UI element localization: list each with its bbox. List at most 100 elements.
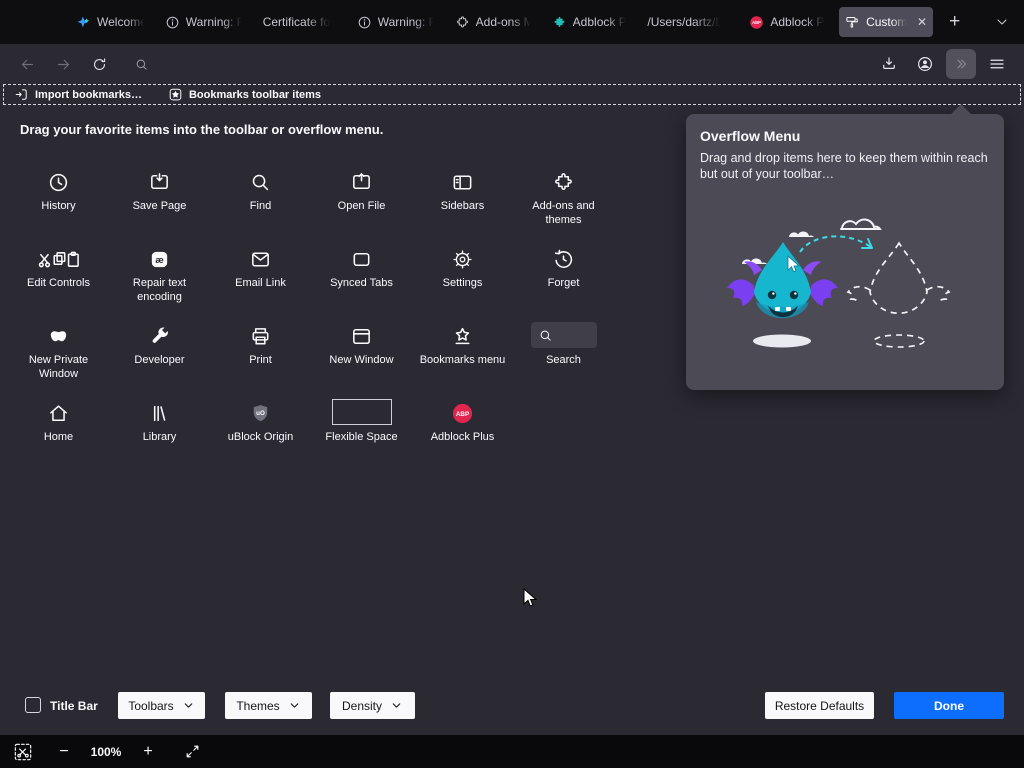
customize-palette: History Save Page Find Open File Sidebar… bbox=[8, 162, 614, 470]
palette-item-new-private-window[interactable]: New Private Window bbox=[8, 316, 109, 393]
palette-item-edit-controls[interactable]: Edit Controls bbox=[8, 239, 109, 316]
back-button[interactable] bbox=[12, 49, 42, 79]
overflow-menu-button[interactable] bbox=[946, 49, 976, 79]
chevron-down-icon bbox=[390, 699, 403, 712]
bookmark-star-box-icon bbox=[168, 87, 183, 102]
ublock-shield-icon bbox=[249, 393, 272, 425]
tab-label: Add-ons M bbox=[475, 15, 534, 29]
palette-item-find[interactable]: Find bbox=[210, 162, 311, 239]
adblock-plus-icon bbox=[451, 393, 474, 425]
tab-welcome[interactable]: Welcome bbox=[70, 7, 153, 37]
tab-label: Warning: P bbox=[377, 15, 437, 29]
import-icon bbox=[14, 87, 29, 102]
palette-item-synced-tabs[interactable]: Synced Tabs bbox=[311, 239, 412, 316]
palette-item-home[interactable]: Home bbox=[8, 393, 109, 470]
tab-adblock-2[interactable]: Adblock Pl bbox=[743, 7, 833, 37]
done-button[interactable]: Done bbox=[894, 692, 1004, 719]
chevron-down-icon bbox=[182, 699, 195, 712]
puzzle-teal-icon bbox=[552, 15, 567, 30]
new-window-icon bbox=[350, 316, 373, 348]
toolbars-dropdown[interactable]: Toolbars bbox=[118, 692, 205, 719]
paint-roller-icon bbox=[845, 15, 860, 30]
palette-item-save-page[interactable]: Save Page bbox=[109, 162, 210, 239]
palette-item-flexible-space[interactable]: Flexible Space bbox=[311, 393, 412, 470]
tab-addons[interactable]: Add-ons M bbox=[449, 7, 540, 37]
tab-warning-1[interactable]: Warning: P bbox=[159, 7, 251, 37]
urlbar-search-icon[interactable] bbox=[126, 49, 156, 79]
palette-item-settings[interactable]: Settings bbox=[412, 239, 513, 316]
overflow-illustration bbox=[727, 218, 951, 348]
tab-adblock-1[interactable]: Adblock Pl bbox=[546, 7, 636, 37]
downloads-button[interactable] bbox=[874, 49, 904, 79]
history-icon bbox=[47, 162, 70, 194]
info-icon bbox=[165, 15, 180, 30]
overflow-menu-panel[interactable]: Overflow Menu Drag and drop items here t… bbox=[686, 114, 1004, 390]
tab-certificate[interactable]: Certificate for bbox=[257, 7, 345, 37]
tab-users-dartz[interactable]: /Users/dartz/D bbox=[641, 7, 737, 37]
screenshot-clip-icon[interactable] bbox=[12, 742, 34, 762]
palette-item-sidebars[interactable]: Sidebars bbox=[412, 162, 513, 239]
app-menu-button[interactable] bbox=[982, 49, 1012, 79]
zoom-out-button[interactable]: − bbox=[59, 742, 69, 760]
tab-label: Welcome bbox=[97, 15, 147, 29]
palette-item-history[interactable]: History bbox=[8, 162, 109, 239]
reload-button[interactable] bbox=[84, 49, 114, 79]
tab-label: Warning: P bbox=[185, 15, 245, 29]
palette-item-forget[interactable]: Forget bbox=[513, 239, 614, 316]
fullscreen-expand-icon[interactable] bbox=[180, 743, 204, 760]
bookmarks-menu-icon bbox=[451, 316, 474, 348]
bookmarks-toolbar-items[interactable]: Bookmarks toolbar items bbox=[168, 87, 321, 102]
chevron-down-icon bbox=[288, 699, 301, 712]
open-file-icon bbox=[350, 162, 373, 194]
restore-defaults-button[interactable]: Restore Defaults bbox=[765, 692, 874, 719]
new-tab-button[interactable]: + bbox=[949, 11, 961, 32]
edit-controls-icon bbox=[38, 239, 80, 271]
find-icon bbox=[249, 162, 272, 194]
tab-warning-2[interactable]: Warning: P bbox=[351, 7, 443, 37]
palette-item-developer[interactable]: Developer bbox=[109, 316, 210, 393]
email-link-icon bbox=[249, 239, 272, 271]
tab-customize-active[interactable]: Customize ✕ bbox=[839, 7, 934, 37]
abp-icon bbox=[749, 15, 764, 30]
themes-dropdown[interactable]: Themes bbox=[225, 692, 312, 719]
repair-text-encoding-icon bbox=[148, 239, 171, 271]
title-bar-checkbox[interactable] bbox=[25, 697, 41, 713]
forward-button[interactable] bbox=[48, 49, 78, 79]
search-widget bbox=[530, 322, 597, 348]
density-dropdown[interactable]: Density bbox=[330, 692, 415, 719]
flexible-space bbox=[331, 399, 392, 425]
account-button[interactable] bbox=[910, 49, 940, 79]
print-icon bbox=[249, 316, 272, 348]
private-mask-icon bbox=[46, 316, 71, 348]
palette-item-search[interactable]: Search bbox=[513, 316, 614, 393]
tab-label: Customize bbox=[866, 15, 909, 29]
list-all-tabs-button[interactable] bbox=[994, 14, 1010, 30]
mouse-cursor bbox=[523, 588, 538, 607]
import-bookmarks-button[interactable]: Import bookmarks… bbox=[14, 87, 142, 102]
palette-item-bookmarks-menu[interactable]: Bookmarks menu bbox=[412, 316, 513, 393]
synced-tabs-icon bbox=[350, 239, 373, 271]
close-tab-icon[interactable]: ✕ bbox=[917, 15, 928, 29]
tab-label: Adblock Pl bbox=[572, 15, 630, 29]
palette-item-addons[interactable]: Add-ons and themes bbox=[513, 162, 614, 239]
palette-item-print[interactable]: Print bbox=[210, 316, 311, 393]
palette-item-open-file[interactable]: Open File bbox=[311, 162, 412, 239]
library-icon bbox=[148, 393, 171, 425]
zoom-in-button[interactable]: + bbox=[143, 742, 153, 760]
palette-item-repair-text-encoding[interactable]: Repair text encoding bbox=[109, 239, 210, 316]
addons-icon bbox=[552, 162, 575, 194]
search-icon bbox=[538, 328, 553, 343]
palette-item-email-link[interactable]: Email Link bbox=[210, 239, 311, 316]
palette-item-ublock-origin[interactable]: uBlock Origin bbox=[210, 393, 311, 470]
status-bar: − 100% + bbox=[0, 735, 1024, 768]
info-icon bbox=[357, 15, 372, 30]
palette-item-library[interactable]: Library bbox=[109, 393, 210, 470]
wrench-icon bbox=[148, 316, 171, 348]
bookmarks-toolbar-dropzone[interactable]: Import bookmarks… Bookmarks toolbar item… bbox=[3, 84, 1021, 105]
puzzle-icon bbox=[455, 15, 470, 30]
overflow-menu-title: Overflow Menu bbox=[700, 128, 801, 144]
palette-item-new-window[interactable]: New Window bbox=[311, 316, 412, 393]
tab-label: /Users/dartz/D bbox=[647, 15, 725, 29]
title-bar-label: Title Bar bbox=[50, 699, 98, 713]
palette-item-adblock-plus[interactable]: Adblock Plus bbox=[412, 393, 513, 470]
